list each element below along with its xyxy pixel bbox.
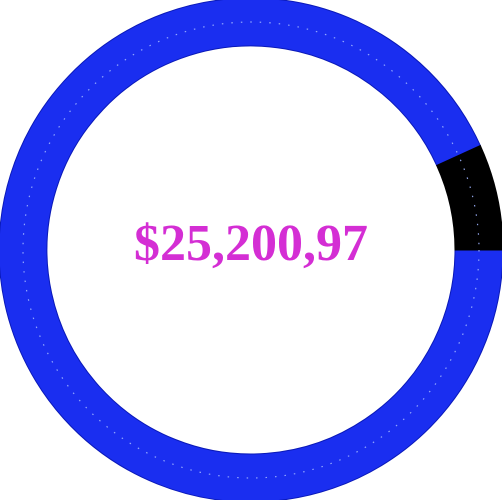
center-value-label: $25,200,97 <box>134 215 368 272</box>
donut-dotted-ring <box>22 21 480 479</box>
